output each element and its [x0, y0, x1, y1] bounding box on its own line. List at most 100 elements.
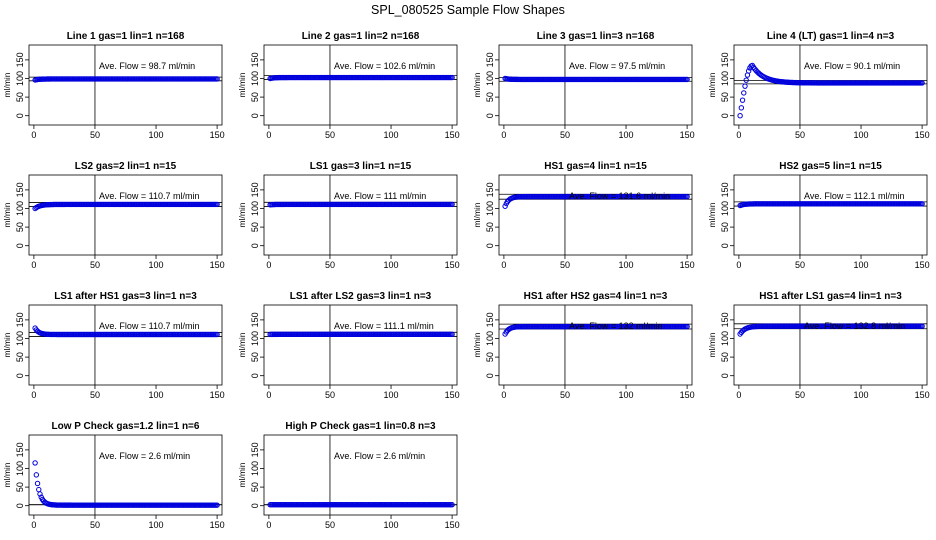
- panel-frame: [733, 304, 928, 386]
- x-tick-label: 100: [384, 520, 399, 530]
- x-tick-label: 100: [149, 520, 164, 530]
- ave-flow-label: Ave. Flow = 97.5 ml/min: [569, 61, 665, 71]
- y-tick-label: 150: [720, 52, 730, 67]
- data-point: [214, 201, 220, 208]
- y-tick-label: 150: [485, 52, 495, 67]
- panel-frame: [263, 434, 458, 516]
- y-axis-label: ml/min: [237, 72, 247, 97]
- panel: LS2 gas=2 lin=1 n=150 50 100 150050100150ml…: [2, 161, 225, 270]
- y-tick-label: 100: [720, 331, 730, 346]
- x-tick-label: 0: [736, 390, 741, 400]
- y-tick-label: 150: [485, 312, 495, 327]
- panel-frame: [263, 174, 458, 256]
- y-tick-label: 0: [485, 373, 495, 378]
- x-tick-label: 50: [560, 390, 570, 400]
- panel-title: LS1 gas=3 lin=1 n=15: [310, 161, 412, 172]
- y-axis-label: ml/min: [707, 72, 717, 97]
- x-tick-label: 0: [31, 130, 36, 140]
- data-point: [919, 201, 925, 207]
- y-axis-label: ml/min: [237, 332, 247, 357]
- x-tick-label: 0: [266, 520, 271, 530]
- x-tick-label: 150: [210, 390, 225, 400]
- data-point: [742, 83, 748, 89]
- panel-title: HS2 gas=5 lin=1 n=15: [779, 161, 882, 172]
- ave-flow-label: Ave. Flow = 2.6 ml/min: [99, 451, 190, 461]
- y-tick-label: 50: [15, 92, 25, 102]
- x-tick-label: 150: [915, 260, 930, 270]
- x-tick-label: 100: [854, 130, 869, 140]
- data-point: [449, 74, 455, 81]
- panel: HS2 gas=5 lin=1 n=150 50 100 150050100150ml…: [707, 161, 930, 270]
- y-tick-label: 100: [720, 201, 730, 216]
- y-tick-label: 50: [15, 482, 25, 492]
- x-tick-label: 50: [795, 130, 805, 140]
- panel-title: High P Check gas=1 lin=0.8 n=3: [285, 421, 436, 432]
- x-tick-label: 50: [325, 260, 335, 270]
- ave-flow-label: Ave. Flow = 102.6 ml/min: [334, 61, 435, 71]
- x-tick-label: 0: [501, 130, 506, 140]
- panel-frame: [263, 44, 458, 126]
- panel-frame: [733, 174, 928, 256]
- data-point: [449, 331, 455, 338]
- y-tick-label: 0: [720, 243, 730, 248]
- ave-flow-label: Ave. Flow = 110.7 ml/min: [99, 191, 199, 201]
- x-tick-label: 0: [736, 130, 741, 140]
- data-point: [741, 90, 747, 96]
- x-tick-label: 150: [915, 130, 930, 140]
- x-tick-label: 50: [325, 520, 335, 530]
- y-tick-label: 50: [485, 92, 495, 102]
- y-tick-label: 100: [720, 71, 730, 86]
- y-axis-label: ml/min: [707, 332, 717, 357]
- x-tick-label: 100: [854, 390, 869, 400]
- y-tick-label: 150: [250, 442, 260, 457]
- data-point: [36, 486, 42, 493]
- y-tick-label: 0: [15, 503, 25, 508]
- y-tick-label: 0: [485, 113, 495, 118]
- x-tick-label: 50: [560, 130, 570, 140]
- y-tick-label: 150: [720, 182, 730, 197]
- x-tick-label: 0: [736, 260, 741, 270]
- ave-flow-label: Ave. Flow = 132 ml/min: [569, 321, 663, 331]
- panel: High P Check gas=1 lin=0.8 n=3 0 50 100 150 0…: [237, 421, 460, 530]
- y-tick-label: 50: [250, 222, 260, 232]
- x-tick-label: 150: [445, 390, 460, 400]
- y-tick-label: 0: [250, 373, 260, 378]
- y-tick-label: 100: [15, 331, 25, 346]
- y-tick-label: 50: [485, 222, 495, 232]
- y-tick-label: 0: [250, 503, 260, 508]
- x-tick-label: 100: [384, 390, 399, 400]
- y-tick-label: 100: [15, 461, 25, 476]
- x-tick-label: 100: [619, 260, 634, 270]
- panel-title: Line 3 gas=1 lin=3 n=168: [537, 31, 655, 42]
- y-tick-label: 100: [250, 201, 260, 216]
- y-tick-label: 50: [485, 352, 495, 362]
- y-tick-label: 100: [15, 201, 25, 216]
- y-tick-label: 150: [15, 52, 25, 67]
- y-tick-label: 50: [15, 222, 25, 232]
- x-tick-label: 150: [445, 130, 460, 140]
- x-tick-label: 0: [266, 130, 271, 140]
- y-axis-label: ml/min: [237, 202, 247, 227]
- y-tick-label: 50: [720, 222, 730, 232]
- data-point: [32, 460, 38, 466]
- panel-frame: [498, 304, 693, 386]
- y-tick-label: 150: [15, 442, 25, 457]
- panel: Line 4 (LT) gas=1 lin=4 n=3 0 50 100 150 0 50 1…: [707, 31, 930, 140]
- ave-flow-label: Ave. Flow = 132.8 ml/min: [804, 321, 905, 331]
- panel-title: HS1 gas=4 lin=1 n=15: [544, 161, 647, 172]
- y-tick-label: 100: [250, 71, 260, 86]
- data-point: [37, 491, 43, 497]
- panel-title: LS2 gas=2 lin=1 n=15: [75, 161, 177, 172]
- x-tick-label: 150: [680, 260, 695, 270]
- x-tick-label: 0: [501, 260, 506, 270]
- x-tick-label: 150: [210, 130, 225, 140]
- panel-frame: [733, 44, 928, 126]
- y-axis-label: ml/min: [237, 462, 247, 487]
- x-tick-label: 100: [149, 130, 164, 140]
- y-tick-label: 100: [485, 71, 495, 86]
- y-tick-label: 0: [15, 243, 25, 248]
- data-point: [502, 203, 508, 209]
- data-point: [919, 323, 925, 329]
- x-tick-label: 150: [680, 130, 695, 140]
- panel-title: Low P Check gas=1.2 lin=1 n=6: [52, 421, 200, 432]
